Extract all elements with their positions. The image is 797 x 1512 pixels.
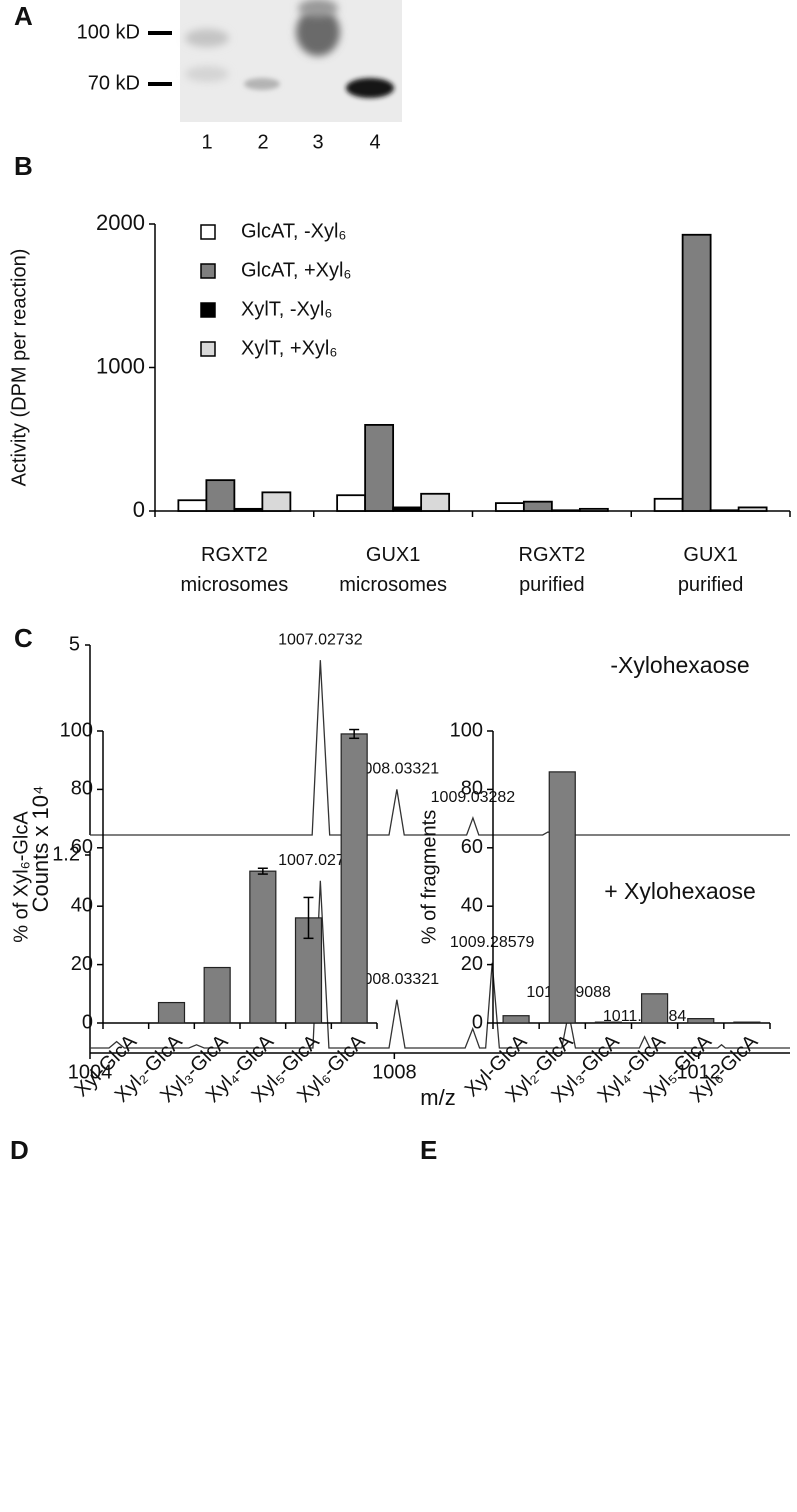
bar bbox=[340, 733, 368, 1024]
gel-band bbox=[185, 66, 229, 82]
bar bbox=[205, 479, 236, 512]
bar bbox=[494, 502, 525, 512]
gel-band bbox=[346, 78, 394, 98]
legend-swatch bbox=[200, 341, 216, 357]
y-tick-label: 60 bbox=[461, 836, 483, 858]
spectrum-line bbox=[90, 880, 790, 1049]
spectrum-title: + Xylohexaose bbox=[604, 878, 756, 904]
bar bbox=[392, 506, 423, 512]
marker-dash bbox=[148, 82, 172, 86]
y-tick-label: 60 bbox=[71, 836, 93, 858]
y-axis-label: Counts x 10⁴ bbox=[28, 786, 53, 913]
y-tick-label: 80 bbox=[461, 778, 483, 800]
legend-label: XylT, +Xyl₆ bbox=[241, 337, 337, 359]
bar bbox=[548, 771, 576, 1024]
y-tick-label: 20 bbox=[71, 953, 93, 975]
bar bbox=[364, 423, 395, 512]
y-tick-label: 80 bbox=[71, 778, 93, 800]
bar bbox=[249, 870, 277, 1024]
legend-label: XylT, -Xyl₆ bbox=[241, 298, 332, 320]
x-tick-label: RGXT2 microsomes bbox=[180, 544, 289, 596]
peak-label: 1009.03282 bbox=[431, 789, 516, 806]
panel-label: B bbox=[14, 151, 33, 181]
marker-label: 100 kD bbox=[77, 21, 140, 43]
peak-label: 1008.03321 bbox=[355, 971, 440, 988]
lane-label: 1 bbox=[201, 131, 212, 153]
lane-label: 4 bbox=[369, 131, 380, 153]
y-tick-label: 100 bbox=[60, 719, 93, 741]
x-tick-label: GUX1 microsomes bbox=[339, 544, 448, 596]
lane-label: 2 bbox=[257, 131, 268, 153]
gel-background bbox=[180, 0, 402, 122]
gel-band bbox=[298, 0, 338, 17]
y-tick-label: 1000 bbox=[96, 353, 145, 378]
peak-label: 1007.02732 bbox=[278, 631, 363, 648]
spectrum-title: -Xylohexaose bbox=[610, 652, 749, 678]
bar bbox=[522, 500, 553, 512]
legend-label: GlcAT, +Xyl₆ bbox=[241, 259, 352, 281]
bar bbox=[233, 507, 264, 512]
y-tick-label: 5 bbox=[69, 633, 80, 655]
x-axis-label: m/z bbox=[420, 1085, 455, 1110]
y-tick-label: 0 bbox=[472, 1011, 483, 1033]
y-axis-label: % of fragments bbox=[418, 810, 440, 945]
bar bbox=[709, 509, 740, 512]
bar bbox=[203, 966, 231, 1024]
bar bbox=[578, 507, 609, 512]
panel-label: A bbox=[14, 1, 33, 31]
bar bbox=[737, 506, 768, 512]
y-tick-label: 100 bbox=[450, 719, 483, 741]
panel-label: D bbox=[10, 1135, 29, 1165]
y-axis-label: Activity (DPM per reaction) bbox=[8, 249, 30, 487]
panel-label: C bbox=[14, 623, 33, 653]
bar bbox=[502, 1015, 530, 1024]
marker-label: 70 kD bbox=[88, 72, 140, 94]
bar bbox=[550, 509, 581, 512]
legend-label: GlcAT, -Xyl₆ bbox=[241, 220, 346, 242]
bar bbox=[681, 233, 712, 512]
bar bbox=[157, 1001, 186, 1024]
gel-band bbox=[185, 29, 229, 47]
lane-label: 3 bbox=[312, 131, 323, 153]
peak-label: 1008.03321 bbox=[355, 761, 440, 778]
marker-dash bbox=[148, 31, 172, 35]
y-tick-label: 40 bbox=[71, 894, 93, 916]
bar bbox=[640, 993, 669, 1024]
x-tick-label: RGXT2 purified bbox=[518, 544, 586, 596]
spectrum-line bbox=[90, 660, 790, 836]
x-tick-label: 1004 bbox=[68, 1061, 113, 1083]
x-tick-label: 1008 bbox=[372, 1061, 417, 1083]
y-tick-label: 40 bbox=[461, 894, 483, 916]
gel-band bbox=[296, 8, 340, 56]
bar bbox=[420, 492, 451, 512]
legend-swatch bbox=[200, 263, 216, 279]
bar bbox=[261, 491, 292, 512]
y-tick-label: 2000 bbox=[96, 210, 145, 235]
bar bbox=[687, 1018, 715, 1024]
gel bbox=[148, 0, 402, 122]
bar bbox=[594, 1021, 623, 1024]
peak-label: 1009.28579 bbox=[450, 934, 535, 951]
x-tick-label: GUX1 purified bbox=[677, 544, 744, 596]
legend-swatch bbox=[200, 302, 216, 318]
y-tick-label: 0 bbox=[82, 1011, 93, 1033]
bar bbox=[733, 1021, 761, 1024]
bar bbox=[177, 499, 208, 512]
y-axis-label: % of Xyl₆-GlcA bbox=[10, 811, 32, 943]
bar bbox=[653, 497, 684, 512]
x-tick-label: 1012 bbox=[676, 1061, 721, 1083]
y-tick-label: 1.2 bbox=[52, 843, 80, 865]
gel-band bbox=[244, 78, 280, 90]
y-tick-label: 0 bbox=[133, 497, 145, 522]
panel-label: E bbox=[420, 1135, 437, 1165]
legend-swatch bbox=[200, 224, 216, 240]
y-tick-label: 20 bbox=[461, 953, 483, 975]
bar bbox=[336, 494, 367, 512]
